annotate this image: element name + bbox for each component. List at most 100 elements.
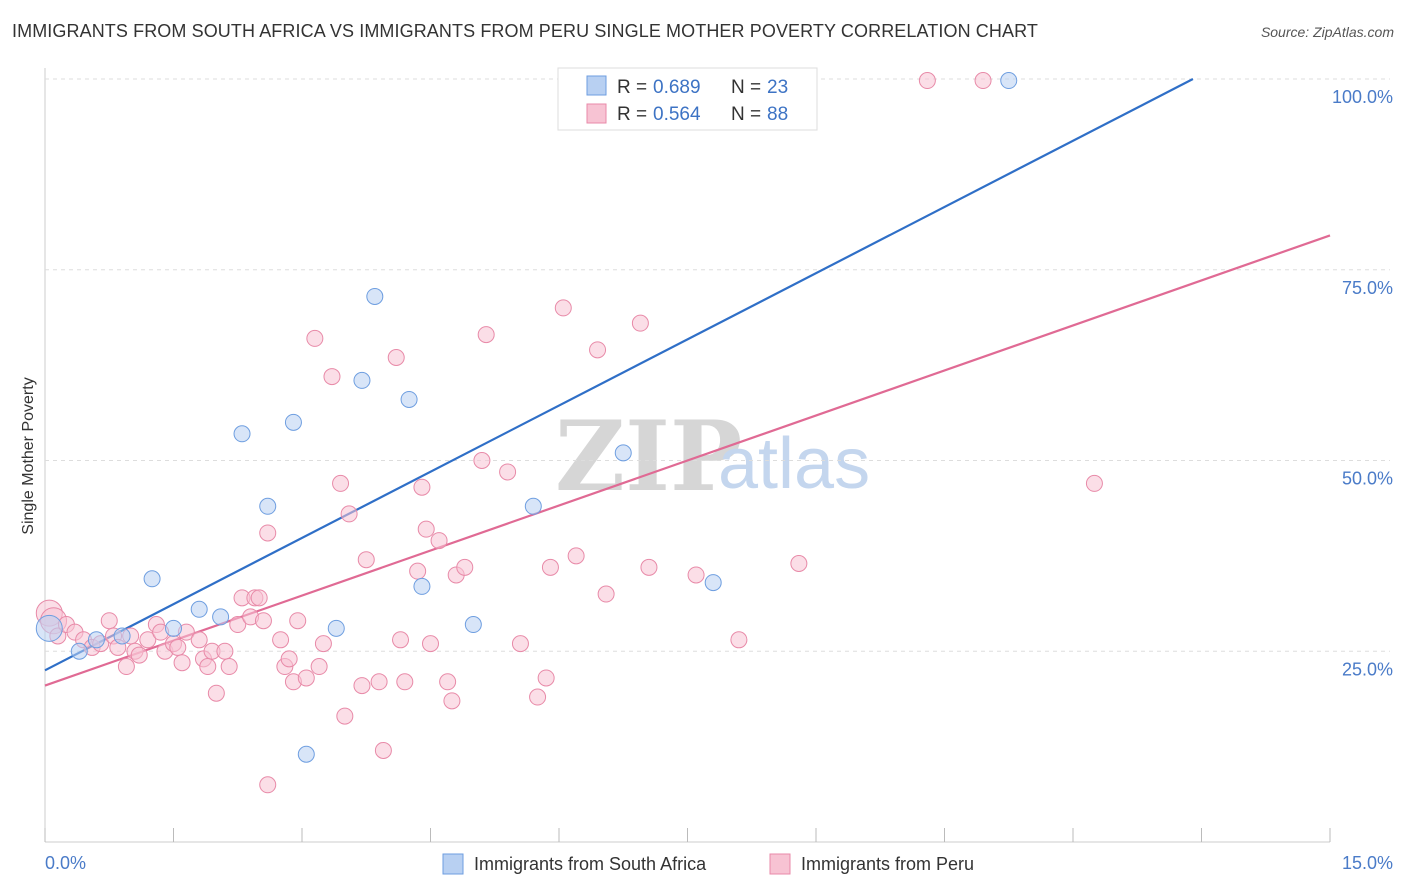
legend-r-label-1: R = xyxy=(617,77,647,98)
point-peru-37 xyxy=(259,776,277,794)
point-peru-85 xyxy=(974,72,992,90)
legend-n-value-2: 88 xyxy=(767,104,788,125)
legend-r-label-2: R = xyxy=(617,104,647,125)
point-south-africa-13 xyxy=(353,371,371,389)
point-peru-52 xyxy=(357,551,375,569)
point-south-africa-9 xyxy=(259,497,277,515)
point-peru-55 xyxy=(387,348,405,366)
point-south-africa-11 xyxy=(297,745,315,763)
legend-n-label-1: N = xyxy=(731,77,761,98)
x-tick-label-max: 15.0% xyxy=(1342,853,1393,873)
point-peru-71 xyxy=(529,688,547,706)
point-south-africa-0 xyxy=(35,614,63,642)
point-peru-57 xyxy=(396,673,414,691)
point-south-africa-12 xyxy=(327,619,345,637)
point-peru-30 xyxy=(229,616,247,634)
watermark-zip: ZIP xyxy=(555,400,742,513)
data-points xyxy=(35,72,1103,794)
point-peru-69 xyxy=(499,463,517,481)
point-peru-59 xyxy=(413,478,431,496)
legend-n-value-1: 23 xyxy=(767,77,788,98)
point-peru-47 xyxy=(323,368,341,386)
point-peru-74 xyxy=(554,299,572,317)
x-tick-label-min: 0.0% xyxy=(45,853,86,873)
watermark-atlas: atlas xyxy=(718,424,870,504)
chart-title: IMMIGRANTS FROM SOUTH AFRICA VS IMMIGRAN… xyxy=(12,21,1038,41)
point-south-africa-1 xyxy=(70,642,88,660)
point-peru-48 xyxy=(332,474,350,492)
point-peru-11 xyxy=(117,658,135,676)
point-south-africa-18 xyxy=(524,497,542,515)
y-tick-label-75: 75.0% xyxy=(1342,278,1393,298)
point-peru-8 xyxy=(100,612,118,630)
point-south-africa-10 xyxy=(284,413,302,431)
point-peru-72 xyxy=(537,669,555,687)
point-peru-66 xyxy=(456,558,474,576)
point-peru-79 xyxy=(631,314,649,332)
point-peru-49 xyxy=(336,707,354,725)
point-south-africa-6 xyxy=(190,600,208,618)
series-legend-label-peru: Immigrants from Peru xyxy=(801,854,974,874)
point-peru-67 xyxy=(473,452,491,469)
trend-line-peru xyxy=(44,234,1331,687)
point-south-africa-8 xyxy=(233,425,251,443)
point-peru-60 xyxy=(417,520,435,538)
point-south-africa-20 xyxy=(704,574,722,592)
point-peru-61 xyxy=(422,635,439,653)
point-peru-62 xyxy=(430,532,448,550)
point-peru-53 xyxy=(370,673,388,691)
point-south-africa-4 xyxy=(143,570,161,588)
stats-legend: R = 0.689 N = 23 R = 0.564 N = 88 xyxy=(557,67,818,131)
point-peru-82 xyxy=(730,631,748,649)
point-south-africa-16 xyxy=(413,577,431,595)
point-peru-56 xyxy=(392,631,410,649)
point-peru-58 xyxy=(409,562,427,580)
point-south-africa-14 xyxy=(366,287,384,305)
point-south-africa-3 xyxy=(113,627,131,645)
series-legend: Immigrants from South Africa Immigrants … xyxy=(442,853,974,875)
point-peru-29 xyxy=(220,658,238,676)
point-south-africa-15 xyxy=(400,390,418,408)
point-peru-70 xyxy=(511,635,529,653)
point-peru-45 xyxy=(310,658,328,676)
y-tick-label-50: 50.0% xyxy=(1342,469,1393,489)
point-peru-80 xyxy=(640,558,658,576)
y-tick-label-25: 25.0% xyxy=(1342,659,1393,679)
point-peru-46 xyxy=(314,635,332,653)
point-peru-38 xyxy=(272,631,290,649)
point-peru-34 xyxy=(250,589,268,607)
series-legend-label-south-africa: Immigrants from South Africa xyxy=(474,854,707,874)
point-peru-73 xyxy=(541,558,559,576)
point-peru-36 xyxy=(259,524,277,542)
point-peru-15 xyxy=(139,631,157,649)
point-peru-75 xyxy=(567,547,585,565)
point-peru-63 xyxy=(439,673,457,691)
trend-line-south-africa xyxy=(44,78,1194,672)
legend-swatch-south-africa xyxy=(586,75,607,96)
point-peru-50 xyxy=(340,505,358,523)
point-south-africa-19 xyxy=(614,444,632,462)
point-peru-81 xyxy=(687,566,705,584)
point-peru-14 xyxy=(130,646,148,664)
point-south-africa-22 xyxy=(1000,72,1018,90)
point-peru-42 xyxy=(289,612,307,630)
point-south-africa-2 xyxy=(87,631,105,649)
point-peru-64 xyxy=(443,692,461,710)
point-peru-28 xyxy=(216,642,234,660)
point-peru-68 xyxy=(477,326,495,344)
legend-r-value-1: 0.689 xyxy=(653,77,701,98)
point-peru-76 xyxy=(589,341,607,359)
point-peru-40 xyxy=(280,650,298,668)
y-tick-labels: 25.0% 50.0% 75.0% 100.0% xyxy=(1332,87,1393,679)
point-peru-54 xyxy=(374,741,392,759)
point-peru-23 xyxy=(190,631,208,649)
trend-lines xyxy=(44,78,1331,687)
series-legend-swatch-south-africa xyxy=(442,853,464,875)
legend-swatch-peru xyxy=(586,103,607,124)
series-legend-swatch-peru xyxy=(769,853,791,875)
x-ticks xyxy=(44,828,1331,842)
point-south-africa-7 xyxy=(212,608,230,626)
point-peru-20 xyxy=(169,638,187,656)
y-tick-label-100: 100.0% xyxy=(1332,87,1393,107)
